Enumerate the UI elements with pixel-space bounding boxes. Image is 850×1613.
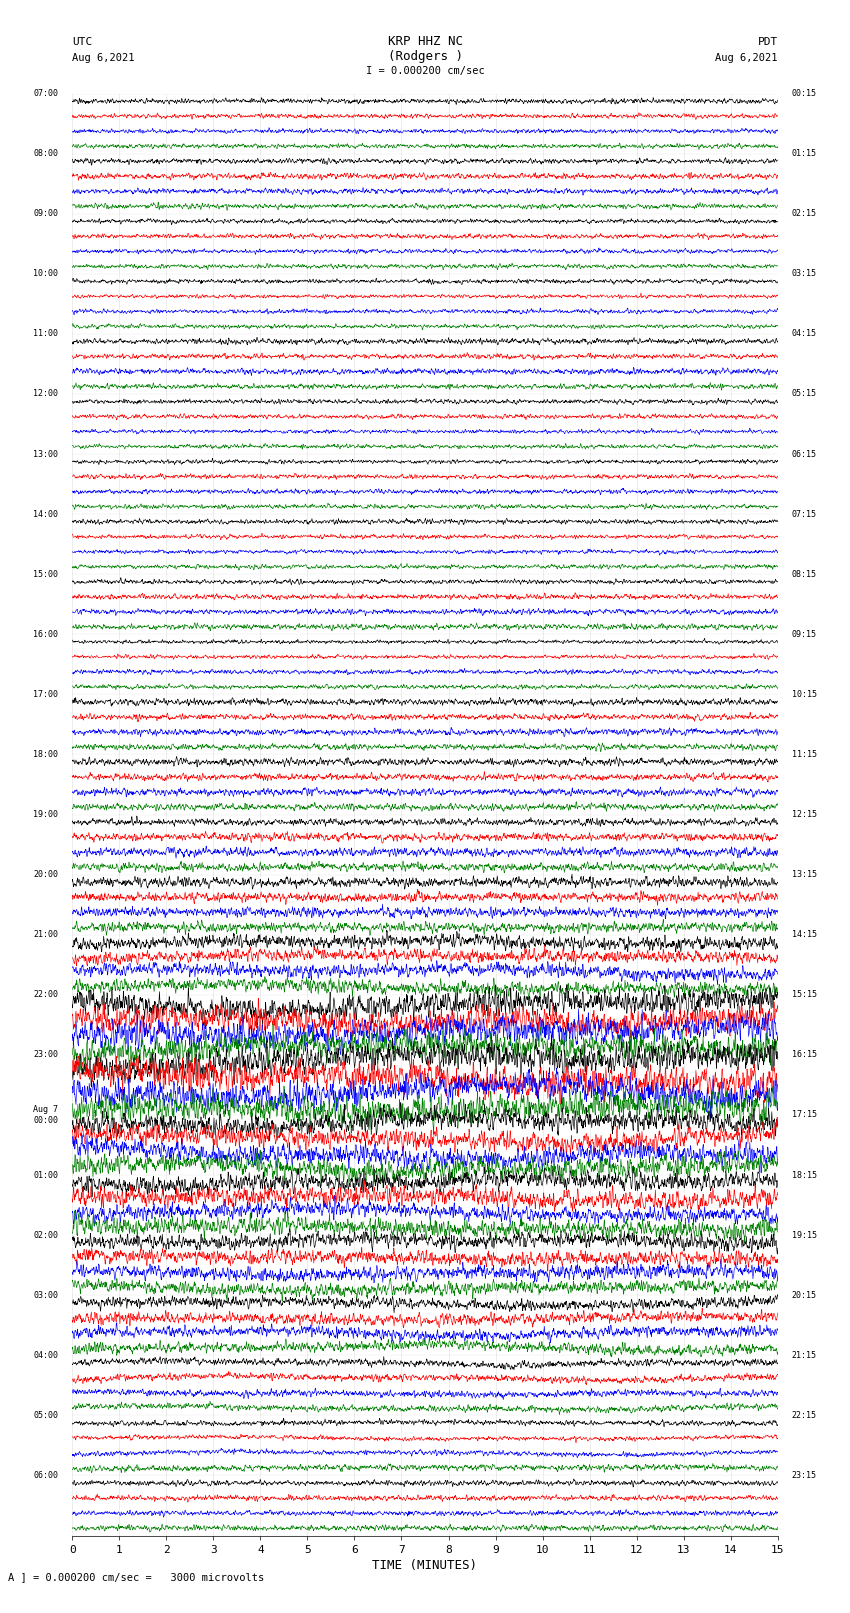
Text: 13:15: 13:15 bbox=[792, 869, 817, 879]
Text: 08:15: 08:15 bbox=[792, 569, 817, 579]
Text: 05:15: 05:15 bbox=[792, 389, 817, 398]
Text: 09:00: 09:00 bbox=[33, 210, 58, 218]
Text: 18:15: 18:15 bbox=[792, 1171, 817, 1179]
Text: 10:15: 10:15 bbox=[792, 690, 817, 698]
Text: KRP HHZ NC: KRP HHZ NC bbox=[388, 35, 462, 48]
Text: 10:00: 10:00 bbox=[33, 269, 58, 279]
Text: 07:15: 07:15 bbox=[792, 510, 817, 519]
Text: Aug 6,2021: Aug 6,2021 bbox=[72, 53, 135, 63]
Text: 21:15: 21:15 bbox=[792, 1350, 817, 1360]
Text: 01:00: 01:00 bbox=[33, 1171, 58, 1179]
Text: 21:00: 21:00 bbox=[33, 931, 58, 939]
Text: 14:15: 14:15 bbox=[792, 931, 817, 939]
Text: 16:15: 16:15 bbox=[792, 1050, 817, 1060]
Text: 08:00: 08:00 bbox=[33, 148, 58, 158]
Text: 03:00: 03:00 bbox=[33, 1290, 58, 1300]
Text: 15:15: 15:15 bbox=[792, 990, 817, 1000]
Text: Aug 7
00:00: Aug 7 00:00 bbox=[33, 1105, 58, 1124]
Text: 17:15: 17:15 bbox=[792, 1110, 817, 1119]
Text: 20:00: 20:00 bbox=[33, 869, 58, 879]
Text: 05:00: 05:00 bbox=[33, 1411, 58, 1419]
Text: 06:15: 06:15 bbox=[792, 450, 817, 458]
Text: I = 0.000200 cm/sec: I = 0.000200 cm/sec bbox=[366, 66, 484, 76]
Text: 09:15: 09:15 bbox=[792, 629, 817, 639]
Text: 03:15: 03:15 bbox=[792, 269, 817, 279]
Text: PDT: PDT bbox=[757, 37, 778, 47]
Text: 20:15: 20:15 bbox=[792, 1290, 817, 1300]
Text: 12:00: 12:00 bbox=[33, 389, 58, 398]
Text: 19:00: 19:00 bbox=[33, 810, 58, 819]
Text: 22:15: 22:15 bbox=[792, 1411, 817, 1419]
Text: 02:00: 02:00 bbox=[33, 1231, 58, 1240]
Text: 11:00: 11:00 bbox=[33, 329, 58, 339]
Text: 00:15: 00:15 bbox=[792, 89, 817, 98]
Text: 06:00: 06:00 bbox=[33, 1471, 58, 1481]
Text: 15:00: 15:00 bbox=[33, 569, 58, 579]
Text: (Rodgers ): (Rodgers ) bbox=[388, 50, 462, 63]
Text: 04:00: 04:00 bbox=[33, 1350, 58, 1360]
Text: 04:15: 04:15 bbox=[792, 329, 817, 339]
Text: 17:00: 17:00 bbox=[33, 690, 58, 698]
Text: 18:00: 18:00 bbox=[33, 750, 58, 760]
Text: 16:00: 16:00 bbox=[33, 629, 58, 639]
Text: 22:00: 22:00 bbox=[33, 990, 58, 1000]
Text: Aug 6,2021: Aug 6,2021 bbox=[715, 53, 778, 63]
Text: 12:15: 12:15 bbox=[792, 810, 817, 819]
Text: 01:15: 01:15 bbox=[792, 148, 817, 158]
Text: A ] = 0.000200 cm/sec =   3000 microvolts: A ] = 0.000200 cm/sec = 3000 microvolts bbox=[8, 1573, 264, 1582]
Text: 13:00: 13:00 bbox=[33, 450, 58, 458]
Text: 02:15: 02:15 bbox=[792, 210, 817, 218]
Text: 19:15: 19:15 bbox=[792, 1231, 817, 1240]
Text: 11:15: 11:15 bbox=[792, 750, 817, 760]
Text: 23:00: 23:00 bbox=[33, 1050, 58, 1060]
Text: 07:00: 07:00 bbox=[33, 89, 58, 98]
Text: 23:15: 23:15 bbox=[792, 1471, 817, 1481]
Text: 14:00: 14:00 bbox=[33, 510, 58, 519]
Text: UTC: UTC bbox=[72, 37, 93, 47]
X-axis label: TIME (MINUTES): TIME (MINUTES) bbox=[372, 1558, 478, 1571]
